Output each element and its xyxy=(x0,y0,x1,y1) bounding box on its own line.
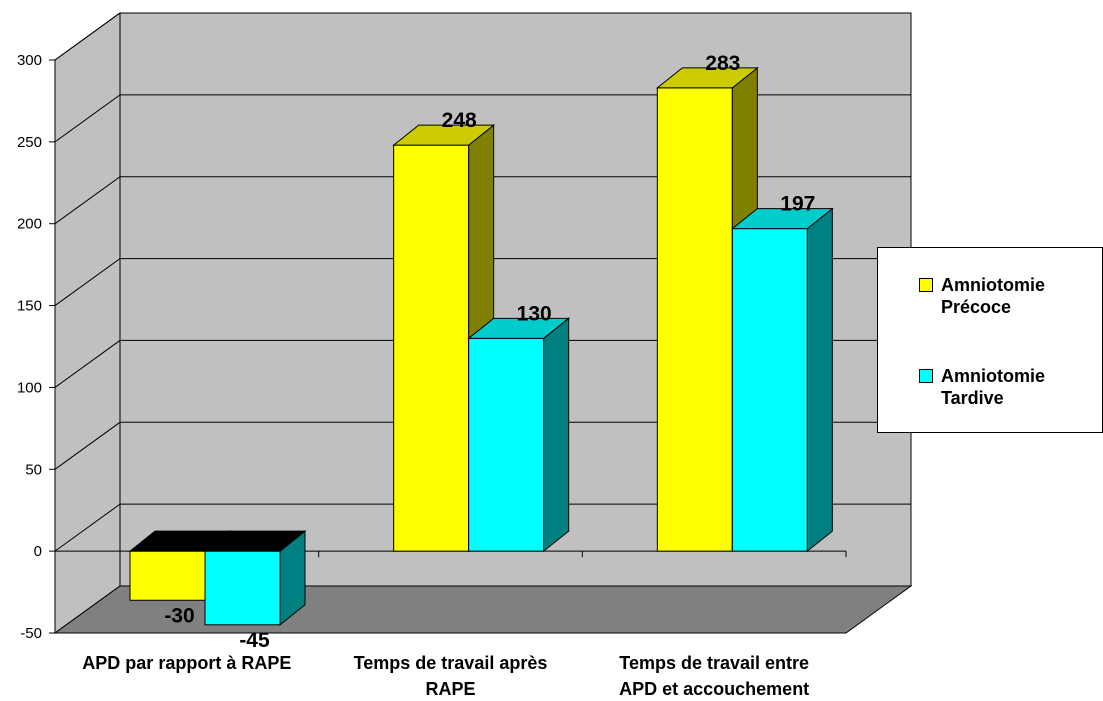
x-tick-label: Temps de travail entre APD et accouchemen… xyxy=(619,653,809,699)
bar-top xyxy=(655,67,759,89)
bar-front xyxy=(393,144,470,552)
y-tick-label: 200 xyxy=(17,216,42,233)
y-tick-label: 0 xyxy=(34,543,42,560)
gridline xyxy=(54,176,911,225)
bar-top xyxy=(203,530,307,552)
data-label: 130 xyxy=(517,302,552,325)
bar-side xyxy=(543,317,570,553)
bar-top xyxy=(392,124,496,146)
bar-front xyxy=(129,550,206,601)
legend-label-precoce: Amniotomie Précoce xyxy=(941,275,1046,317)
legend-swatch-precoce xyxy=(919,278,933,292)
bar-front xyxy=(656,87,733,552)
bar-top xyxy=(467,317,571,339)
bar-side xyxy=(806,207,833,553)
side-wall xyxy=(54,12,121,634)
bar-front xyxy=(204,550,281,626)
y-tick-labels: -50 0 50 100 150 200 250 300 xyxy=(17,52,55,642)
bar-top xyxy=(730,208,834,230)
x-tick-labels: APD par rapport à RAPE Temps de travail a… xyxy=(82,653,809,699)
legend-item-precoce: Amniotomie Précoce xyxy=(919,274,1091,318)
data-label: -45 xyxy=(239,629,270,652)
gridline xyxy=(54,12,911,61)
legend: Amniotomie Précoce Amniotomie Tardive xyxy=(877,247,1103,433)
bars xyxy=(128,66,834,626)
data-label: 248 xyxy=(442,109,477,132)
bar-1-1 xyxy=(467,317,571,553)
y-tick-label: 50 xyxy=(25,461,42,478)
data-label: 197 xyxy=(780,193,815,216)
legend-item-tardive: Amniotomie Tardive xyxy=(919,365,1091,409)
bar-0-1 xyxy=(203,530,307,626)
data-label: 283 xyxy=(705,52,740,75)
data-labels: -30 -45 248 130 283 197 xyxy=(164,52,815,652)
y-tick-label: 300 xyxy=(17,52,42,69)
legend-swatch-tardive xyxy=(919,369,933,383)
bar-2-1 xyxy=(730,207,834,553)
bar-front xyxy=(468,337,545,552)
bar-front xyxy=(731,228,808,552)
y-tick-label: 150 xyxy=(17,298,42,315)
gridline xyxy=(54,258,911,306)
y-tick-label: -50 xyxy=(20,625,42,642)
legend-label-tardive: Amniotomie Tardive xyxy=(941,366,1046,408)
gridline xyxy=(54,503,911,552)
gridline xyxy=(54,94,911,143)
gridline xyxy=(54,339,911,388)
y-tick-label: 250 xyxy=(17,134,42,151)
gridline xyxy=(54,421,911,470)
y-tick-label: 100 xyxy=(17,379,42,396)
x-tick-label: Temps de travail après RAPE xyxy=(354,653,548,699)
x-tick-label: APD par rapport à RAPE xyxy=(82,653,291,673)
data-label: -30 xyxy=(164,604,194,627)
